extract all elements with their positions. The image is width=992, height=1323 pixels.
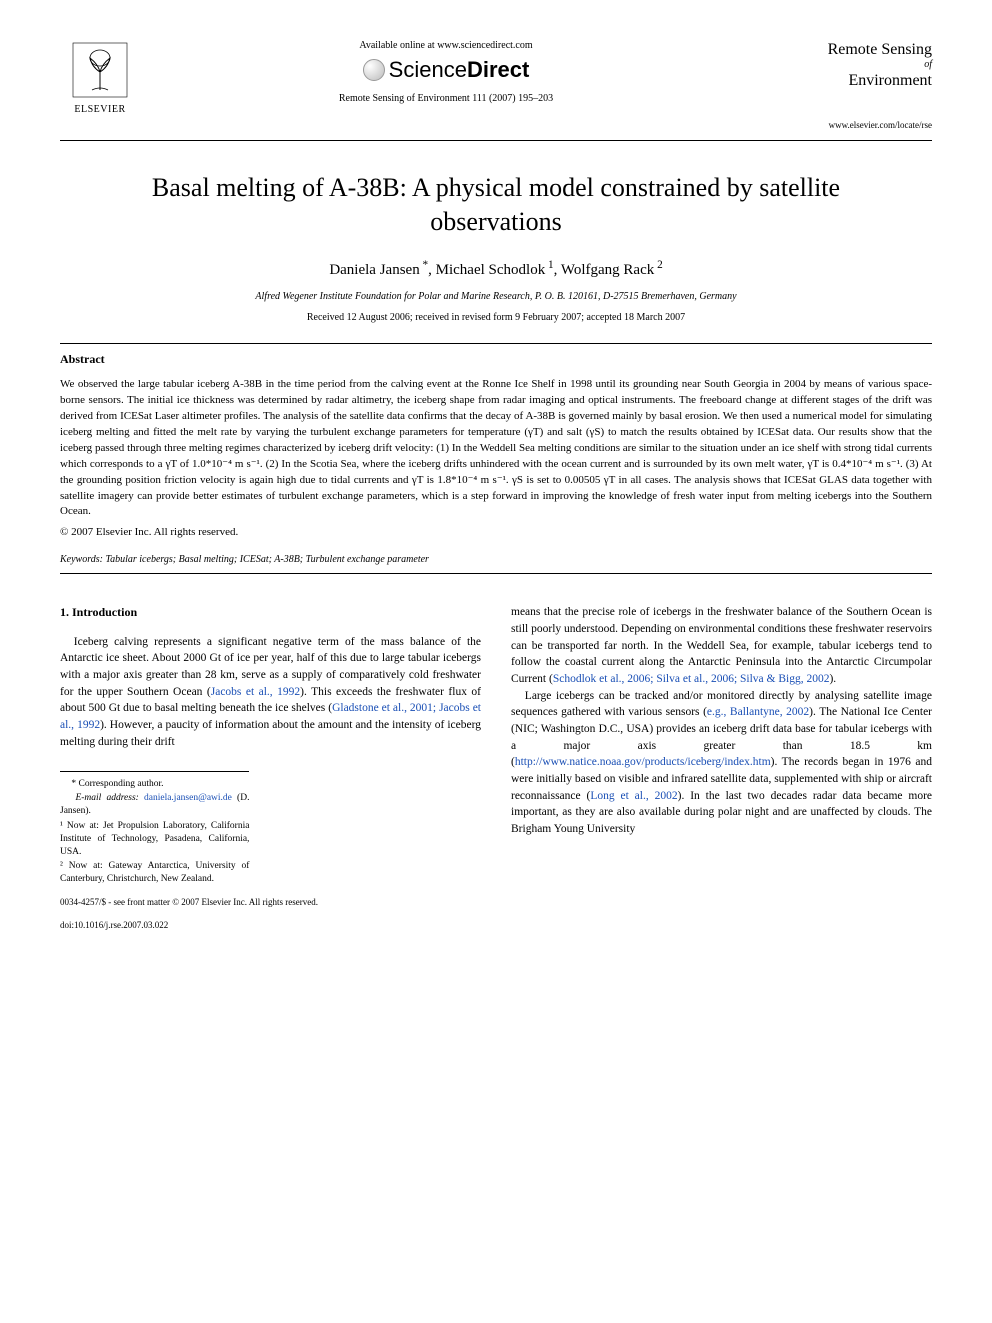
footnote-corr: * Corresponding author.: [60, 778, 249, 791]
journal-name-line2: Environment: [848, 72, 932, 89]
journal-url: www.elsevier.com/locate/rse: [752, 120, 932, 130]
footnote-1: ¹ Now at: Jet Propulsion Laboratory, Cal…: [60, 820, 249, 858]
footnote-email: E-mail address: daniela.jansen@awi.de (D…: [60, 792, 249, 818]
intro-para-2: Large icebergs can be tracked and/or mon…: [511, 688, 932, 838]
elsevier-tree-icon: [70, 40, 130, 100]
authors-line: Daniela Jansen *, Michael Schodlok 1, Wo…: [60, 259, 932, 279]
ref-schodlok-silva[interactable]: Schodlok et al., 2006; Silva et al., 200…: [553, 673, 830, 685]
publisher-logo-block: ELSEVIER: [60, 40, 140, 115]
body-columns: 1. Introduction Iceberg calving represen…: [60, 604, 932, 932]
journal-name: Remote Sensing of Environment: [752, 40, 932, 90]
elsevier-label: ELSEVIER: [60, 104, 140, 115]
header-center: Available online at www.sciencedirect.co…: [140, 40, 752, 104]
rule-above-abstract: [60, 343, 932, 344]
intro-para-1-cont: means that the precise role of icebergs …: [511, 604, 932, 687]
header: ELSEVIER Available online at www.science…: [60, 40, 932, 130]
sciencedirect-ball-icon: [363, 59, 385, 81]
abstract-text: We observed the large tabular iceberg A-…: [60, 377, 932, 520]
footnote-2: ² Now at: Gateway Antarctica, University…: [60, 860, 249, 886]
ref-ballantyne[interactable]: e.g., Ballantyne, 2002: [707, 706, 809, 718]
author-1: Daniela Jansen: [329, 262, 419, 278]
article-dates: Received 12 August 2006; received in rev…: [60, 312, 932, 323]
rule-top: [60, 140, 932, 141]
author-2: Michael Schodlok: [436, 262, 546, 278]
sciencedirect-wordmark: ScienceDirect: [389, 57, 530, 83]
column-right: means that the precise role of icebergs …: [511, 604, 932, 932]
footnotes-block: * Corresponding author. E-mail address: …: [60, 771, 249, 887]
keywords-line: Keywords: Tabular icebergs; Basal meltin…: [60, 554, 932, 565]
abstract-heading: Abstract: [60, 352, 932, 367]
column-left: 1. Introduction Iceberg calving represen…: [60, 604, 481, 932]
rule-below-keywords: [60, 573, 932, 574]
ref-natice-url[interactable]: http://www.natice.noaa.gov/products/iceb…: [515, 756, 771, 768]
footer-issn: 0034-4257/$ - see front matter © 2007 El…: [60, 896, 481, 909]
ref-jacobs-1992[interactable]: Jacobs et al., 1992: [211, 686, 300, 698]
intro-para-1: Iceberg calving represents a significant…: [60, 634, 481, 751]
available-online-line: Available online at www.sciencedirect.co…: [140, 40, 752, 51]
abstract-copyright: © 2007 Elsevier Inc. All rights reserved…: [60, 526, 932, 538]
section-1-heading: 1. Introduction: [60, 604, 481, 621]
author-3: Wolfgang Rack: [561, 262, 654, 278]
journal-title-block: Remote Sensing of Environment www.elsevi…: [752, 40, 932, 130]
corr-email-link[interactable]: daniela.jansen@awi.de: [144, 793, 232, 803]
affiliation: Alfred Wegener Institute Foundation for …: [60, 291, 932, 302]
journal-name-of: of: [752, 59, 932, 71]
footer-doi: doi:10.1016/j.rse.2007.03.022: [60, 919, 481, 932]
keywords-label: Keywords:: [60, 554, 103, 565]
keywords-values: Tabular icebergs; Basal melting; ICESat;…: [105, 554, 428, 565]
ref-long-2002[interactable]: Long et al., 2002: [590, 790, 677, 802]
citation-line: Remote Sensing of Environment 111 (2007)…: [140, 93, 752, 104]
sciencedirect-logo: ScienceDirect: [140, 57, 752, 83]
journal-name-line1: Remote Sensing: [828, 41, 932, 58]
article-title: Basal melting of A-38B: A physical model…: [100, 171, 892, 239]
